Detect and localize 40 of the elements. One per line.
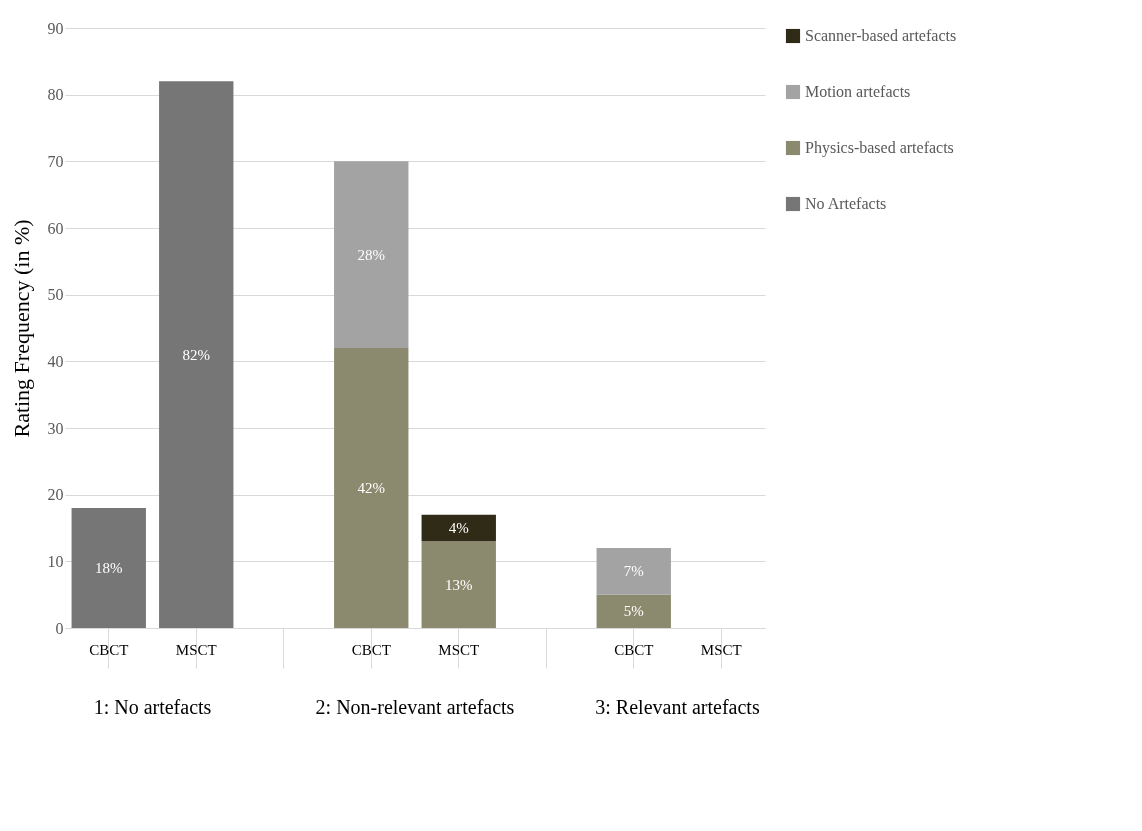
y-tick-label: 30 — [47, 419, 64, 437]
y-axis-title: Rating Frequency (in %) — [8, 219, 34, 438]
y-tick-label: 0 — [55, 619, 64, 637]
y-tick-label: 70 — [47, 152, 64, 170]
data-label: 82% — [182, 346, 210, 363]
y-tick-label: 10 — [47, 552, 64, 570]
y-tick-label: 60 — [47, 219, 64, 237]
x-tick-label: MSCT — [438, 641, 480, 658]
text: 3: Relevant artefacts — [595, 696, 760, 718]
x-tick-label: MSCT — [175, 641, 217, 658]
data-label: 28% — [357, 246, 385, 263]
x-tick-label: CBCT — [614, 641, 654, 658]
data-label: 5% — [623, 603, 644, 620]
y-tick-label: 50 — [47, 286, 64, 304]
bar — [71, 508, 146, 628]
data-label: 42% — [357, 480, 385, 496]
x-tick-label: CBCT — [89, 641, 129, 658]
legend-label: No Artefacts — [805, 195, 887, 212]
bar — [421, 514, 496, 542]
x-tick-label: CBCT — [351, 641, 391, 658]
y-tick-label: 20 — [47, 486, 64, 504]
y-tick-label: 90 — [47, 19, 64, 37]
bar — [421, 541, 496, 628]
data-label: 18% — [95, 560, 123, 576]
data-label: 13% — [445, 576, 473, 593]
text: 2: Non-relevant artefacts — [315, 696, 515, 718]
y-tick-label: 80 — [47, 86, 64, 104]
legend-label: Scanner-based artefacts — [805, 27, 957, 44]
legend-label: Physics-based artefacts — [805, 139, 954, 157]
bar — [334, 161, 409, 348]
bar — [159, 81, 234, 628]
legend-label: Motion artefacts — [805, 83, 911, 100]
text: 1: No artefacts — [93, 696, 212, 718]
bar — [334, 348, 409, 628]
x-tick-label: MSCT — [700, 641, 742, 658]
bar — [596, 548, 671, 595]
data-label: 4% — [448, 520, 469, 536]
bar — [596, 594, 671, 628]
y-tick-label: 40 — [47, 352, 64, 370]
data-label: 7% — [623, 563, 644, 580]
